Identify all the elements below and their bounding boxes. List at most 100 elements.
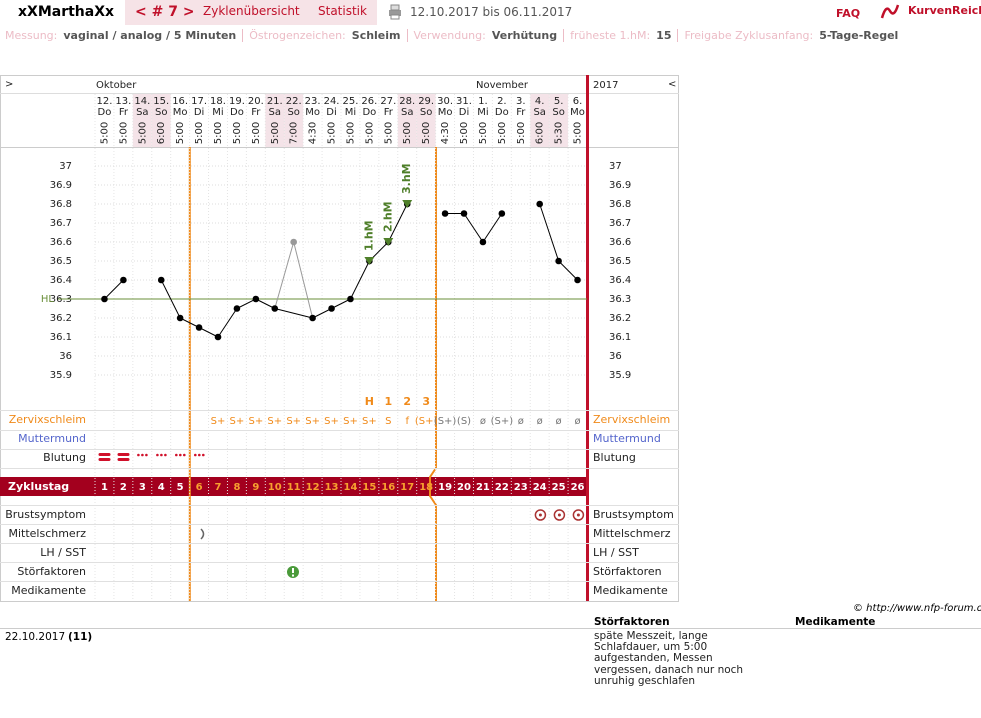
mucus-symbol: (S+) [434, 416, 457, 427]
y-tick-label: 36.8 [50, 199, 72, 210]
time-label: 5:00 [99, 122, 110, 144]
info-value: 5-Tage-Regel [819, 29, 899, 42]
temperature-point [271, 305, 279, 312]
temperature-point [328, 305, 335, 312]
weekday-label: Mi [477, 107, 488, 118]
cycle-day: 2 [120, 482, 127, 493]
y-tick-label: 36.8 [609, 199, 631, 210]
temperature-point [252, 295, 260, 303]
temperature-segment [198, 327, 219, 338]
cycle-day: 16 [381, 482, 395, 493]
time-label: 5:00 [137, 122, 148, 144]
cycle-day: 19 [438, 482, 452, 493]
row-label: Medikamente [593, 584, 668, 597]
weekday-label: Fr [384, 107, 394, 118]
nav-prev[interactable]: > [5, 79, 13, 90]
y-tick-label: 36.2 [50, 313, 72, 324]
weekday-label: Sa [136, 107, 148, 118]
cycle-day: 26 [571, 482, 585, 493]
info-value: vaginal / analog / 5 Minuten [63, 29, 237, 42]
temperature-point [309, 314, 316, 322]
info-bar: Messung: vaginal / analog / 5 Minuten Östr… [5, 29, 904, 42]
weekday-label: Do [98, 107, 112, 118]
faq-link[interactable]: FAQ [836, 7, 861, 20]
cycle-day: 6 [196, 482, 203, 493]
cycle-day: 14 [344, 482, 358, 493]
y-tick-label: 35.9 [50, 370, 72, 381]
nav-next[interactable]: < [668, 79, 676, 90]
row-label: Mittelschmerz [8, 527, 86, 540]
cycle-day: 25 [552, 482, 566, 493]
mucus-symbol: S+ [230, 416, 245, 427]
time-label: 5:00 [251, 122, 262, 144]
mucus-symbol: S [385, 416, 391, 427]
weekday-label: So [420, 107, 432, 118]
time-label: 5:00 [345, 122, 356, 144]
tab[interactable]: Statistik [308, 0, 377, 25]
time-label: 5:00 [402, 122, 413, 144]
day-label: 22. [286, 96, 302, 107]
temperature-point [157, 276, 165, 284]
y-tick-label: 36.9 [609, 180, 631, 191]
weekday-label: Fr [516, 107, 526, 118]
tab[interactable]: Zyklenübersicht [193, 0, 310, 25]
print-icon[interactable] [387, 4, 403, 20]
row-label: Störfaktoren [17, 565, 86, 578]
mittelschmerz-icon [200, 528, 205, 540]
day-label: 2. [497, 96, 507, 107]
temperature-point [176, 314, 184, 322]
y-tick-label: 36.6 [50, 237, 72, 248]
annotation-marker [402, 200, 413, 208]
cycle-label: Zyklustag [8, 480, 69, 493]
cycle-day: 12 [306, 482, 320, 493]
weekend-shade [549, 94, 569, 147]
row-label: Zervixschleim [9, 413, 86, 426]
time-label: 5:00 [421, 122, 432, 144]
mucus-symbol: S+ [248, 416, 263, 427]
month-label: November [476, 80, 529, 91]
temperature-point [441, 210, 449, 217]
cycle-day: 5 [177, 482, 184, 493]
brand-icon [880, 4, 900, 19]
time-label: 5:00 [573, 122, 584, 144]
day-label: 17. [191, 96, 207, 107]
mucus-symbol: ø [480, 416, 486, 427]
row-label: Zervixschleim [593, 413, 670, 426]
mucus-symbol: (S+) [415, 416, 438, 427]
day-label: 12. [97, 96, 113, 107]
phase-line [429, 147, 437, 601]
day-label: 4. [535, 96, 545, 107]
brand-name[interactable]: KurvenReich [908, 4, 981, 17]
day-label: 26. [361, 96, 377, 107]
time-label: 5:00 [327, 122, 338, 144]
day-label: 31. [456, 96, 472, 107]
temperature-point [536, 200, 543, 208]
mucus-symbol: ø [518, 416, 524, 427]
day-label: 21. [267, 96, 283, 107]
day-label: 25. [343, 96, 359, 107]
y-tick-label: 36.7 [50, 218, 72, 229]
time-label: 5:00 [232, 122, 243, 144]
day-label: 3. [516, 96, 526, 107]
temperature-point [101, 295, 108, 303]
y-tick-label: 36.9 [50, 180, 72, 191]
temperature-point [233, 305, 241, 312]
time-label: 5:00 [213, 122, 224, 144]
info-value: Verhütung [491, 29, 558, 42]
temperature-point [555, 257, 562, 265]
weekday-label: Mo [570, 107, 585, 118]
weekday-label: Fr [251, 107, 261, 118]
cycle-nav[interactable]: < # 7 > [125, 0, 205, 25]
y-tick-label: 36.5 [609, 256, 631, 267]
mucus-symbol: ø [574, 416, 580, 427]
row-label: LH / SST [593, 546, 639, 559]
bleeding-icons [98, 453, 205, 461]
coverline-label: HL [41, 294, 55, 305]
footer-header: Störfaktoren [594, 616, 670, 628]
info-label: früheste 1.hM: [570, 29, 651, 42]
weekend-shade [132, 94, 152, 147]
cycle-day: 24 [533, 482, 547, 493]
day-label: 14. [134, 96, 150, 107]
time-label: 6:00 [535, 122, 546, 144]
row-label: Muttermund [593, 432, 661, 445]
